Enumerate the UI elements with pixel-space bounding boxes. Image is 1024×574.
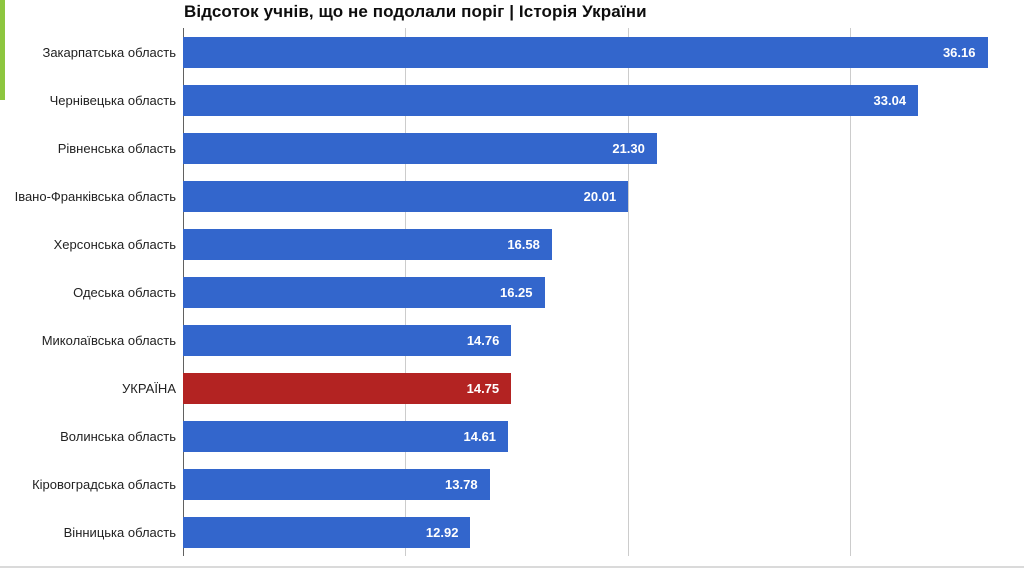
bar-value-label: 16.58 [507,237,540,252]
bar: 36.16 [183,37,988,68]
category-label: УКРАЇНА [122,381,176,396]
plot-area: 36.16 33.04 21.30 20.01 16.58 16.25 14.76 14.75… [183,28,1024,556]
bar: 21.30 [183,133,657,164]
chart-title: Відсоток учнів, що не подолали поріг | І… [184,2,647,21]
bar: 12.92 [183,517,471,548]
bar-value-label: 14.76 [466,333,500,348]
gridline [850,28,852,556]
bar: 16.58 [183,229,552,260]
green-accent-stripe [0,0,5,100]
category-label: Херсонська область [53,237,176,252]
category-label: Закарпатська область [42,45,176,60]
category-label: Одеська область [73,285,176,300]
bar: 13.78 [183,469,490,500]
category-label: Івано-Франківська область [14,189,176,204]
category-label: Чернівецька область [49,93,176,108]
category-label: Вінницька область [63,525,176,540]
bar: 16.25 [183,277,545,308]
bottom-divider [0,566,1024,568]
bar: 33.04 [183,85,919,116]
gridline [627,28,629,556]
category-labels: Закарпатська область Чернівецька область Р… [0,0,176,574]
bar-value-label: 21.30 [612,141,645,156]
bar-value-label: 14.61 [463,429,497,444]
bar-value-label: 13.78 [445,477,478,492]
bar-highlight: 14.75 [183,373,512,404]
bar: 14.61 [183,421,509,452]
category-label: Кіровоградська область [32,477,176,492]
bar-value-label: 12.92 [425,525,459,540]
bar-value-label: 14.75 [466,381,500,396]
bar: 20.01 [183,181,629,212]
bar-value-label: 16.25 [499,285,533,300]
bar-value-label: 20.01 [583,189,617,204]
bar-value-label: 33.04 [873,93,907,108]
bar: 14.76 [183,325,512,356]
category-label: Рівненська область [57,141,176,156]
category-label: Миколаївська область [41,333,176,348]
category-label: Волинська область [60,429,176,444]
bar-value-label: 36.16 [942,45,976,60]
